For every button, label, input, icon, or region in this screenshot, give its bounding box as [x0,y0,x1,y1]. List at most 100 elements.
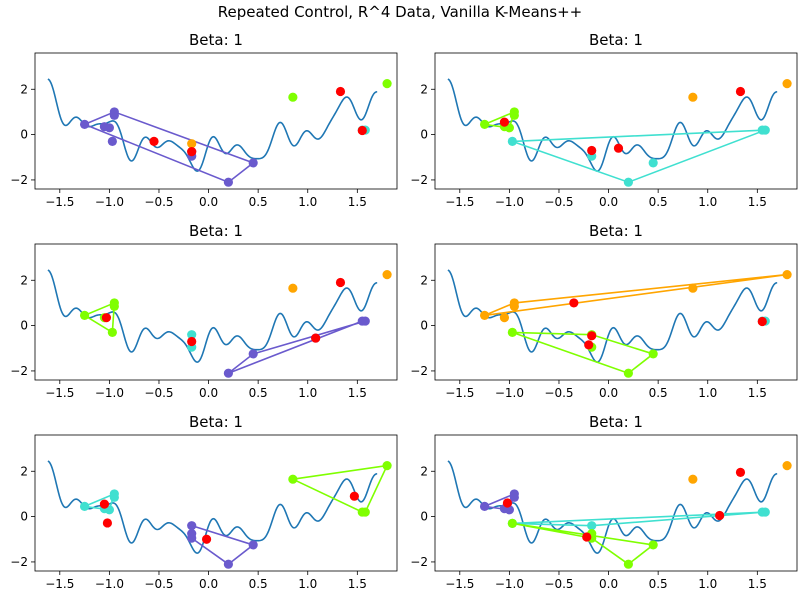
y-tick-label: −2 [10,173,28,187]
centroid-point [757,316,767,327]
y-tick-label: −2 [10,364,28,378]
cluster-point-green [288,92,298,102]
x-tick-label: 1.0 [698,577,717,591]
x-tick-label: −0.5 [144,195,173,209]
x-tick-label: −1.0 [95,195,124,209]
centroid-point [613,143,624,153]
cluster-point-purple [223,368,233,378]
x-tick-label: −0.5 [544,386,573,400]
x-tick-label: 0.5 [249,195,268,209]
x-tick-label: −1.5 [45,386,74,400]
x-tick-label: 1.0 [298,577,317,591]
y-tick-label: 0 [420,510,428,524]
cluster-point-cyan [187,330,197,340]
x-tick-label: −1.0 [95,386,124,400]
plot-area [447,269,792,378]
centroid-point [102,518,112,528]
cluster-point-green [507,518,517,529]
data-curve [447,78,778,172]
centroid-point [715,510,725,521]
centroid-point [99,499,110,509]
x-tick-label: 1.5 [748,577,767,591]
cluster-point-purple [223,177,233,187]
subplot-title: Beta: 1 [189,31,243,49]
cluster-point-green [382,79,392,89]
x-tick-label: −1.5 [445,386,474,400]
x-tick-label: 1.5 [748,195,767,209]
x-tick-label: 0.0 [199,195,218,209]
cluster-point-orange [782,270,792,280]
y-tick-label: 0 [420,128,428,142]
centroid-point [502,498,512,508]
x-tick-label: −1.5 [45,577,74,591]
cluster-hull-cyan [84,492,116,511]
cluster-point-green [509,107,519,117]
data-curve [47,78,378,172]
x-tick-label: 0.5 [249,386,268,400]
cluster-point-purple [79,119,90,129]
centroid-point [587,331,597,341]
subplot-1: Beta: 1 −1.5 −1.0 −0.5 0.0 0.5 1.0 1.5 −2 0 2 [10,31,398,209]
subplot-5: Beta: 1 −1.5 −1.0 −0.5 0.0 0.5 1.0 1.5 −2 0 2 [10,413,398,591]
x-tick-label: 0.5 [649,195,668,209]
cluster-point-cyan [587,521,597,531]
x-tick-label: 1.5 [348,577,367,591]
centroid-point [335,277,346,288]
plot-area [47,269,392,378]
cluster-point-orange [499,313,510,323]
x-tick-label: 1.5 [348,386,367,400]
figure-title: Repeated Control, R^4 Data, Vanilla K-Me… [217,3,583,21]
axes-frame [34,243,398,381]
cluster-point-orange [782,79,792,89]
cluster-point-green [382,461,392,471]
cluster-point-purple [479,501,490,511]
centroid-point [201,534,212,544]
cluster-point-green [107,327,117,337]
centroid-point [349,491,359,501]
centroid-point [582,532,592,542]
cluster-point-cyan [79,501,90,511]
x-tick-label: 0.5 [249,577,268,591]
y-tick-label: 2 [20,82,28,96]
centroid-point [499,117,510,127]
cluster-hull-cyan [512,129,766,184]
subplot-title: Beta: 1 [189,413,243,431]
cluster-point-purple [187,533,197,543]
cluster-hull-green [292,464,389,513]
cluster-point-purple [248,349,258,359]
y-tick-label: −2 [10,555,28,569]
y-tick-label: 0 [420,319,428,333]
x-tick-label: 1.0 [698,195,717,209]
cluster-point-green [360,507,370,517]
cluster-point-green [507,327,517,337]
x-tick-label: 0.0 [599,195,618,209]
cluster-point-purple [187,521,197,531]
cluster-point-green [79,310,90,320]
x-tick-label: −1.5 [45,195,74,209]
x-tick-label: 1.0 [298,386,317,400]
y-tick-label: 2 [420,273,428,287]
x-tick-label: −0.5 [544,195,573,209]
cluster-point-green [479,119,490,129]
subplot-title: Beta: 1 [589,413,643,431]
axes-frame [434,243,798,381]
subplot-title: Beta: 1 [589,222,643,240]
cluster-point-green [648,540,658,550]
cluster-point-cyan [760,507,770,517]
cluster-hull-orange [484,273,788,317]
y-tick-label: −2 [410,173,428,187]
x-tick-label: 1.0 [698,386,717,400]
centroid-point [311,333,321,343]
cluster-point-orange [782,461,792,471]
centroid-point [587,145,597,156]
centroid-point [735,86,746,97]
cluster-point-green [623,368,633,378]
x-tick-label: −0.5 [144,577,173,591]
cluster-point-green [109,298,119,308]
cluster-point-cyan [109,489,119,499]
cluster-point-cyan [623,177,633,187]
cluster-point-cyan [760,125,770,135]
centroid-point [569,298,579,308]
data-curve [447,269,778,363]
